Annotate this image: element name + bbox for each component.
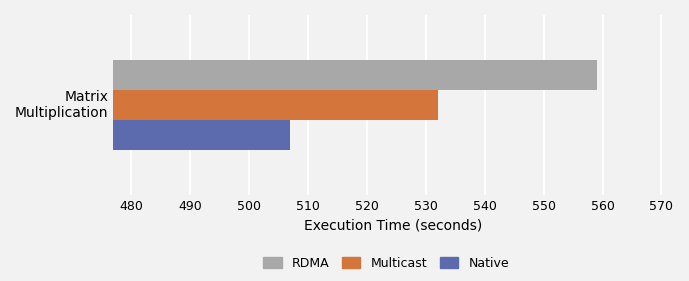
Legend: RDMA, Multicast, Native: RDMA, Multicast, Native: [258, 252, 514, 275]
Bar: [114, 60, 597, 90]
X-axis label: Execution Time (seconds): Execution Time (seconds): [304, 218, 482, 232]
Bar: [114, 120, 290, 150]
Bar: [114, 90, 438, 120]
